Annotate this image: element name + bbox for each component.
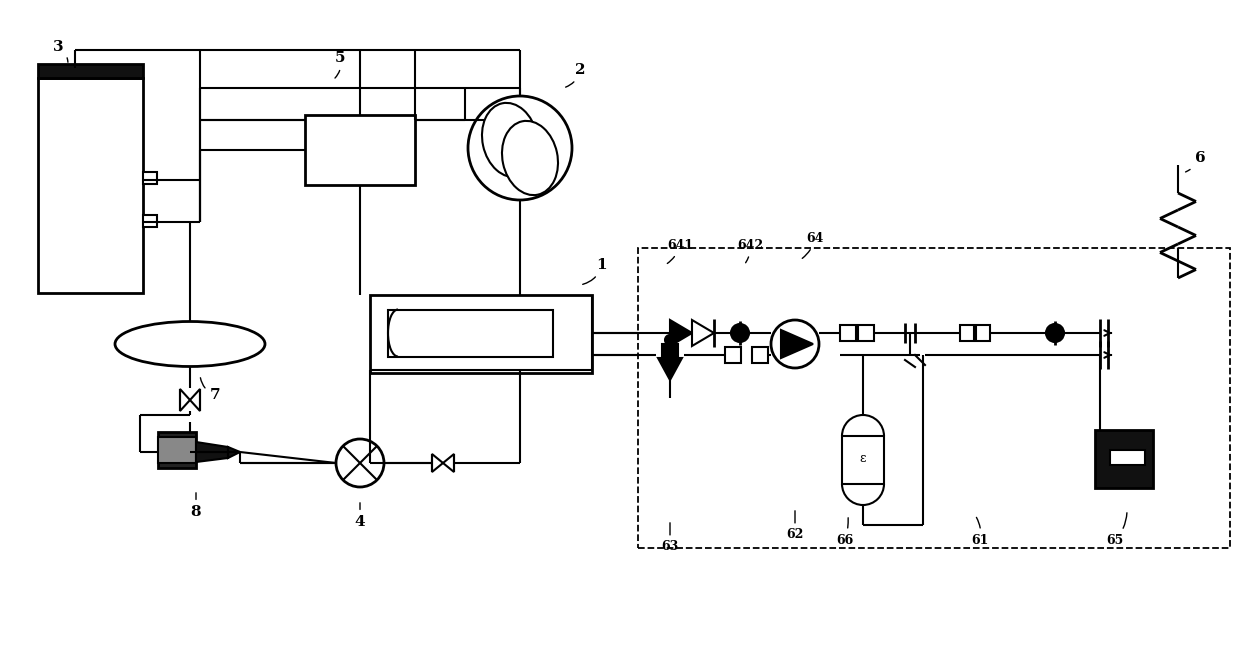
Text: 64: 64 xyxy=(802,232,823,258)
Text: 6: 6 xyxy=(1185,151,1205,172)
Circle shape xyxy=(732,324,749,342)
Polygon shape xyxy=(443,454,454,472)
Bar xyxy=(143,215,157,227)
Circle shape xyxy=(336,439,384,487)
Polygon shape xyxy=(432,454,443,472)
Text: 3: 3 xyxy=(52,40,68,62)
Polygon shape xyxy=(180,389,190,411)
Bar xyxy=(725,347,742,363)
Bar xyxy=(639,248,1230,548)
Text: 4: 4 xyxy=(355,502,366,529)
Bar xyxy=(839,325,856,341)
Text: 8: 8 xyxy=(191,493,201,519)
Circle shape xyxy=(665,335,675,345)
Bar xyxy=(662,344,678,358)
Polygon shape xyxy=(196,442,228,462)
Bar xyxy=(976,325,990,341)
Text: 7: 7 xyxy=(201,378,221,402)
Bar xyxy=(143,172,157,184)
Polygon shape xyxy=(692,320,714,346)
Ellipse shape xyxy=(502,121,558,195)
Polygon shape xyxy=(658,358,682,380)
Circle shape xyxy=(467,96,572,200)
Bar xyxy=(38,78,143,293)
Bar xyxy=(305,115,415,185)
Text: 2: 2 xyxy=(565,63,585,87)
Bar xyxy=(157,432,196,468)
Bar xyxy=(157,437,196,463)
Text: 642: 642 xyxy=(737,238,763,263)
Bar xyxy=(751,347,768,363)
Bar xyxy=(38,64,143,78)
Polygon shape xyxy=(781,330,813,358)
Polygon shape xyxy=(228,447,241,458)
Text: 5: 5 xyxy=(335,51,345,78)
Text: 63: 63 xyxy=(661,523,678,553)
Polygon shape xyxy=(190,389,200,411)
Circle shape xyxy=(1047,324,1064,342)
Ellipse shape xyxy=(115,322,265,367)
Bar xyxy=(842,436,884,484)
Bar xyxy=(388,310,553,357)
Bar xyxy=(1095,430,1153,488)
Polygon shape xyxy=(1110,450,1145,465)
Ellipse shape xyxy=(482,103,538,177)
Text: 66: 66 xyxy=(836,518,853,547)
Bar xyxy=(370,295,591,373)
Text: ε: ε xyxy=(859,451,867,465)
Text: 641: 641 xyxy=(667,238,693,263)
Text: 65: 65 xyxy=(1106,513,1127,547)
Bar xyxy=(960,325,973,341)
Text: 62: 62 xyxy=(786,511,804,542)
Bar xyxy=(858,325,874,341)
Circle shape xyxy=(771,320,818,368)
Text: 1: 1 xyxy=(583,258,608,285)
Polygon shape xyxy=(670,320,692,346)
Text: 61: 61 xyxy=(971,518,988,547)
